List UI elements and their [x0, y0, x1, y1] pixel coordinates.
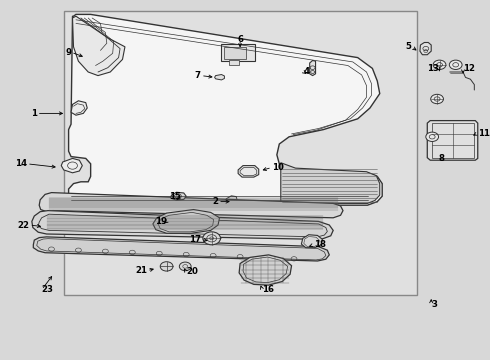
Bar — [64, 11, 416, 295]
Polygon shape — [69, 14, 382, 205]
Text: 12: 12 — [463, 64, 475, 73]
Text: 19: 19 — [155, 217, 167, 226]
Polygon shape — [32, 211, 333, 239]
Polygon shape — [281, 163, 380, 203]
Circle shape — [426, 132, 439, 141]
Text: 1: 1 — [31, 109, 37, 118]
Text: 8: 8 — [439, 154, 444, 163]
Text: 10: 10 — [272, 163, 284, 172]
Text: 13: 13 — [427, 64, 439, 73]
Polygon shape — [310, 60, 316, 76]
Text: 6: 6 — [237, 35, 243, 44]
Text: 15: 15 — [170, 192, 181, 201]
Polygon shape — [301, 235, 322, 248]
Circle shape — [449, 60, 462, 69]
Text: 2: 2 — [212, 197, 218, 206]
Text: 5: 5 — [406, 42, 412, 51]
Text: 3: 3 — [431, 300, 437, 309]
Polygon shape — [39, 193, 343, 218]
Polygon shape — [171, 192, 186, 200]
Bar — [224, 47, 246, 59]
Text: 21: 21 — [135, 266, 147, 275]
Polygon shape — [225, 196, 237, 203]
Text: 23: 23 — [42, 285, 53, 294]
Polygon shape — [420, 42, 431, 55]
Text: 17: 17 — [189, 235, 201, 244]
Polygon shape — [238, 166, 259, 177]
Polygon shape — [73, 16, 125, 76]
Polygon shape — [33, 237, 329, 261]
Bar — [229, 60, 239, 65]
Circle shape — [203, 232, 220, 245]
Text: 14: 14 — [15, 159, 27, 168]
Polygon shape — [71, 101, 87, 115]
Bar — [221, 44, 255, 61]
Polygon shape — [427, 121, 478, 160]
Text: 4: 4 — [304, 68, 310, 77]
Polygon shape — [239, 255, 292, 285]
Circle shape — [160, 262, 173, 271]
Circle shape — [433, 60, 446, 69]
Text: 20: 20 — [186, 267, 198, 276]
Polygon shape — [153, 210, 220, 233]
Text: 16: 16 — [262, 285, 274, 294]
Text: 22: 22 — [18, 220, 29, 230]
Circle shape — [431, 94, 443, 104]
Text: 9: 9 — [65, 48, 71, 57]
Polygon shape — [61, 158, 82, 173]
Circle shape — [179, 262, 191, 271]
Polygon shape — [215, 75, 224, 80]
Text: 18: 18 — [314, 240, 325, 249]
Text: 11: 11 — [478, 129, 490, 138]
Text: 7: 7 — [195, 71, 201, 80]
